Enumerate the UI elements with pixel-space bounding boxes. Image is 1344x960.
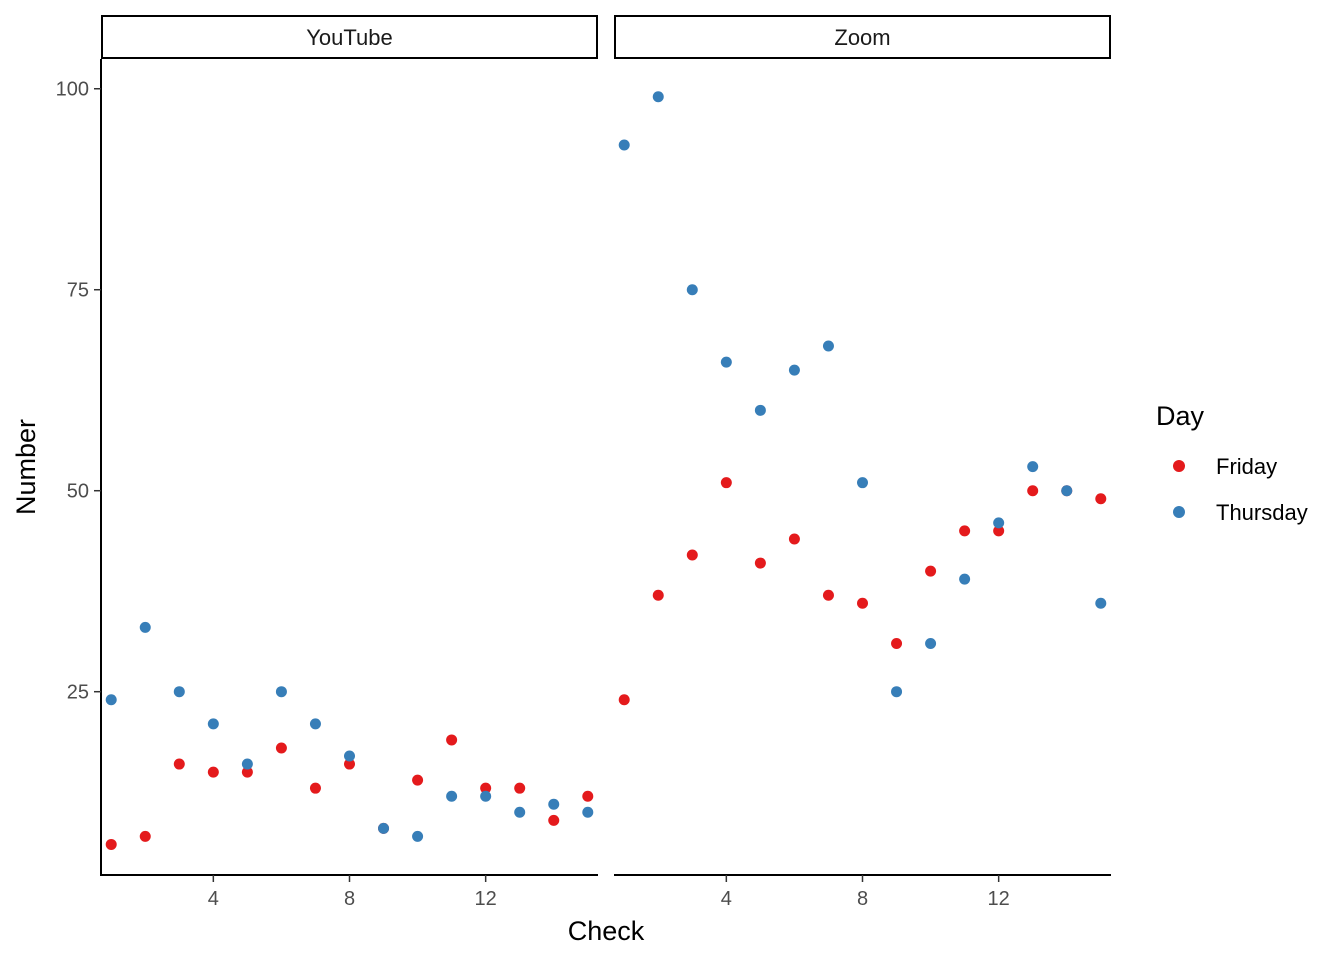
data-point bbox=[1095, 493, 1107, 505]
data-point bbox=[652, 589, 664, 601]
legend: Day Friday Thursday bbox=[1156, 401, 1308, 525]
data-point bbox=[993, 525, 1005, 537]
data-point bbox=[891, 686, 903, 698]
y-axis-title: Number bbox=[11, 419, 41, 515]
data-point bbox=[754, 404, 766, 416]
data-point bbox=[925, 565, 937, 577]
data-point bbox=[1095, 597, 1107, 609]
data-point bbox=[1027, 461, 1039, 473]
data-point bbox=[105, 694, 117, 706]
series-friday bbox=[618, 477, 1107, 706]
data-point bbox=[139, 830, 151, 842]
data-point bbox=[788, 364, 800, 376]
data-point bbox=[480, 782, 492, 794]
data-point bbox=[514, 782, 526, 794]
data-point bbox=[686, 549, 698, 561]
data-point bbox=[1027, 485, 1039, 497]
data-point bbox=[173, 758, 185, 770]
facet-strip-label: YouTube bbox=[306, 25, 392, 50]
data-point bbox=[548, 814, 560, 826]
data-point bbox=[959, 525, 971, 537]
data-point bbox=[207, 766, 219, 778]
facet-panel-1: Zoom 4 8 12 bbox=[614, 15, 1111, 910]
y-tick-label: 75 bbox=[67, 280, 89, 302]
data-point bbox=[652, 91, 664, 103]
data-point bbox=[618, 694, 630, 706]
y-tick-label: 50 bbox=[67, 481, 89, 503]
data-point bbox=[412, 774, 424, 786]
data-point bbox=[1061, 485, 1073, 497]
x-tick-label: 12 bbox=[475, 888, 497, 910]
data-point bbox=[857, 597, 868, 609]
data-point bbox=[925, 637, 937, 649]
data-point bbox=[582, 806, 594, 818]
x-tick-label: 4 bbox=[208, 888, 219, 910]
data-point bbox=[822, 589, 834, 601]
facet-strip bbox=[614, 15, 1111, 59]
data-point bbox=[207, 718, 219, 730]
data-point bbox=[173, 686, 185, 698]
x-tick-label: 12 bbox=[988, 888, 1010, 910]
x-axis-title: Check bbox=[568, 916, 645, 946]
facet-panels: YouTube 4 8 12 25 50 75 100 Zoom 4 8 12 bbox=[56, 15, 1111, 910]
series-thursday bbox=[105, 621, 594, 842]
data-point bbox=[105, 838, 117, 850]
data-point bbox=[309, 782, 321, 794]
series-friday bbox=[105, 734, 594, 850]
data-point bbox=[891, 637, 903, 649]
data-point bbox=[241, 766, 253, 778]
legend-title: Day bbox=[1156, 401, 1205, 431]
data-point bbox=[686, 284, 698, 296]
data-point bbox=[378, 822, 390, 834]
data-point bbox=[275, 742, 287, 754]
legend-key-friday bbox=[1173, 460, 1185, 472]
y-tick-label: 25 bbox=[67, 682, 89, 704]
data-point bbox=[993, 517, 1005, 529]
data-point bbox=[720, 477, 732, 489]
data-point bbox=[857, 477, 868, 489]
legend-label-friday: Friday bbox=[1216, 454, 1277, 479]
facet-strip-label: Zoom bbox=[834, 25, 890, 50]
data-point bbox=[412, 830, 424, 842]
data-point bbox=[344, 750, 355, 762]
y-tick-label: 100 bbox=[56, 79, 89, 101]
x-tick-label: 4 bbox=[721, 888, 732, 910]
facet-panel-0: YouTube 4 8 12 25 50 75 100 bbox=[56, 15, 598, 910]
data-point bbox=[720, 356, 732, 368]
data-point bbox=[446, 790, 458, 802]
data-point bbox=[309, 718, 321, 730]
data-point bbox=[959, 573, 971, 585]
data-point bbox=[618, 139, 630, 151]
series-thursday bbox=[618, 91, 1107, 698]
data-point bbox=[754, 557, 766, 569]
data-point bbox=[275, 686, 287, 698]
data-point bbox=[822, 340, 834, 352]
legend-label-thursday: Thursday bbox=[1216, 500, 1308, 525]
legend-key-thursday bbox=[1173, 506, 1185, 518]
data-point bbox=[582, 790, 594, 802]
data-point bbox=[788, 533, 800, 545]
facet-strip bbox=[101, 15, 598, 59]
data-point bbox=[344, 758, 355, 770]
data-point bbox=[480, 790, 492, 802]
data-point bbox=[241, 758, 253, 770]
x-tick-label: 8 bbox=[344, 888, 355, 910]
data-point bbox=[446, 734, 458, 746]
data-point bbox=[514, 806, 526, 818]
x-tick-label: 8 bbox=[857, 888, 868, 910]
data-point bbox=[548, 798, 560, 810]
data-point bbox=[139, 621, 151, 633]
